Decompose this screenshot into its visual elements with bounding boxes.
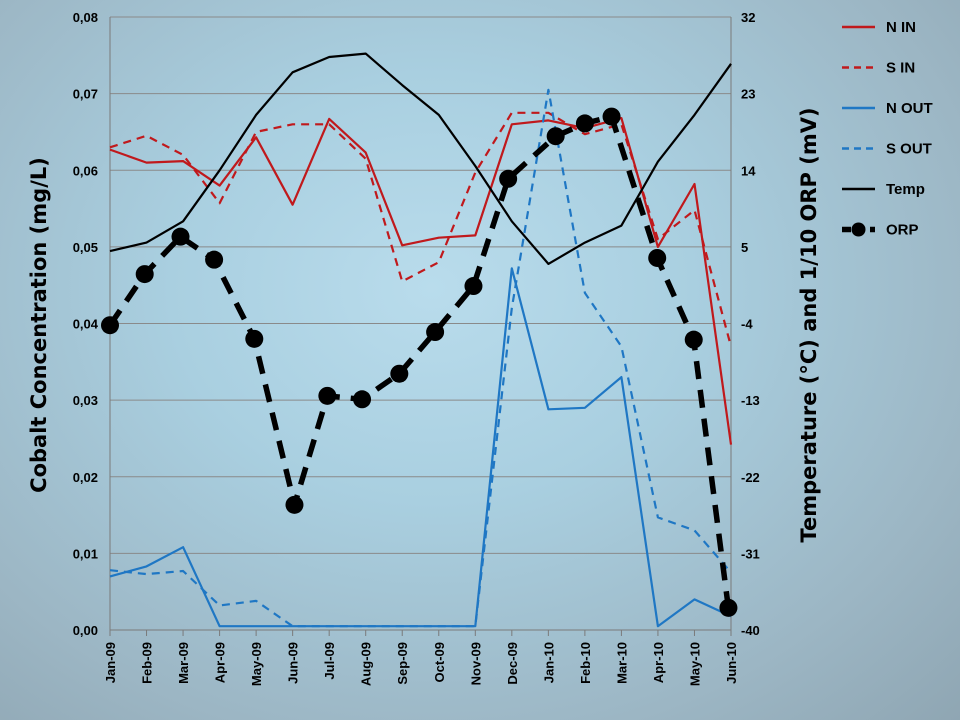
orp-point (546, 127, 565, 146)
left-tick-label: 0,02 (73, 470, 98, 485)
orp-point (353, 390, 372, 409)
right-tick-label: -31 (741, 546, 760, 561)
orp-point (101, 316, 119, 335)
right-axis-title: Temperature (°C) and 1/10 ORP (mV) (797, 107, 821, 542)
right-tick-label: -4 (741, 317, 753, 332)
orp-point (245, 329, 264, 348)
orp-point (499, 169, 518, 188)
orp-point (684, 330, 703, 349)
left-tick-label: 0,05 (73, 240, 98, 255)
left-tick-label: 0,01 (73, 546, 98, 561)
left-tick-label: 0,00 (73, 623, 98, 638)
legend-label-temp: Temp (886, 181, 925, 198)
right-tick-label: 14 (741, 163, 756, 178)
gridlines (110, 16, 731, 631)
series-line-n-in (109, 116, 733, 445)
right-tick-label: -40 (741, 623, 760, 638)
x-tick-label: Nov-09 (468, 642, 483, 685)
legend-label-s-in: S IN (886, 60, 915, 77)
right-tick-label: 5 (741, 240, 748, 255)
x-tick-label: May-10 (687, 642, 702, 686)
x-tick-label: Dec-09 (505, 642, 520, 685)
left-tick-label: 0,08 (73, 10, 98, 25)
orp-point (648, 248, 667, 267)
left-axis-ticks: 0,00 0,01 0,02 0,03 0,04 0,05 0,06 0,07 0,08 (73, 10, 99, 638)
x-tick-label: May-09 (249, 642, 264, 686)
orp-point (464, 277, 483, 296)
orp-point (171, 227, 190, 246)
left-tick-label: 0,07 (73, 87, 98, 102)
x-tick-label: Oct-09 (432, 642, 447, 682)
x-tick-label: Apr-10 (651, 642, 666, 683)
x-tick-label: Mar-09 (176, 642, 191, 684)
orp-point (390, 364, 409, 383)
legend-label-s-out: S OUT (886, 141, 932, 158)
legend-label-orp: ORP (886, 222, 919, 239)
x-axis-ticks: Jan-09 Feb-09 Mar-09 Apr-09 May-09 Jun-09 Jul-… (103, 630, 739, 686)
orp-point (426, 323, 445, 342)
right-tick-label: 32 (741, 10, 755, 25)
orp-point (135, 265, 154, 284)
right-tick-label: -13 (741, 393, 760, 408)
x-tick-label: Jan-10 (541, 642, 556, 683)
series-line-n-out (109, 267, 732, 628)
series-line-orp (107, 113, 732, 609)
series-line-s-in (109, 111, 733, 347)
legend: N IN S IN N OUT S OUT Temp ORP (842, 19, 933, 239)
x-tick-label: Mar-10 (614, 642, 629, 684)
x-tick-label: Jun-10 (724, 642, 739, 684)
legend-label-n-in: N IN (886, 19, 916, 36)
x-tick-label: Jun-09 (286, 642, 301, 684)
x-tick-label: Feb-10 (578, 642, 593, 684)
right-axis-ticks: -40 -31 -22 -13 -4 5 14 23 32 (741, 10, 760, 638)
x-tick-label: Jul-09 (322, 642, 337, 680)
x-tick-label: Jan-09 (103, 642, 118, 683)
legend-marker-orp (851, 222, 866, 237)
legend-label-n-out: N OUT (886, 100, 933, 117)
orp-point (602, 107, 621, 126)
orp-point (205, 250, 224, 269)
orp-point (719, 598, 738, 617)
series-line-temp (109, 52, 732, 265)
orp-point (575, 114, 594, 133)
x-tick-label: Sep-09 (395, 642, 410, 685)
x-tick-label: Feb-09 (140, 642, 155, 684)
left-tick-label: 0,04 (73, 317, 99, 332)
right-tick-label: 23 (741, 87, 755, 102)
series-line-s-out (109, 88, 732, 628)
left-axis-title: Cobalt Concentration (mg/L) (27, 157, 51, 493)
x-tick-label: Apr-09 (213, 642, 228, 683)
left-tick-label: 0,03 (73, 393, 98, 408)
orp-point (318, 386, 337, 405)
orp-point (285, 495, 304, 514)
right-tick-label: -22 (741, 470, 760, 485)
x-tick-label: Aug-09 (359, 642, 374, 686)
left-tick-label: 0,06 (73, 163, 98, 178)
series-layer (101, 52, 738, 628)
